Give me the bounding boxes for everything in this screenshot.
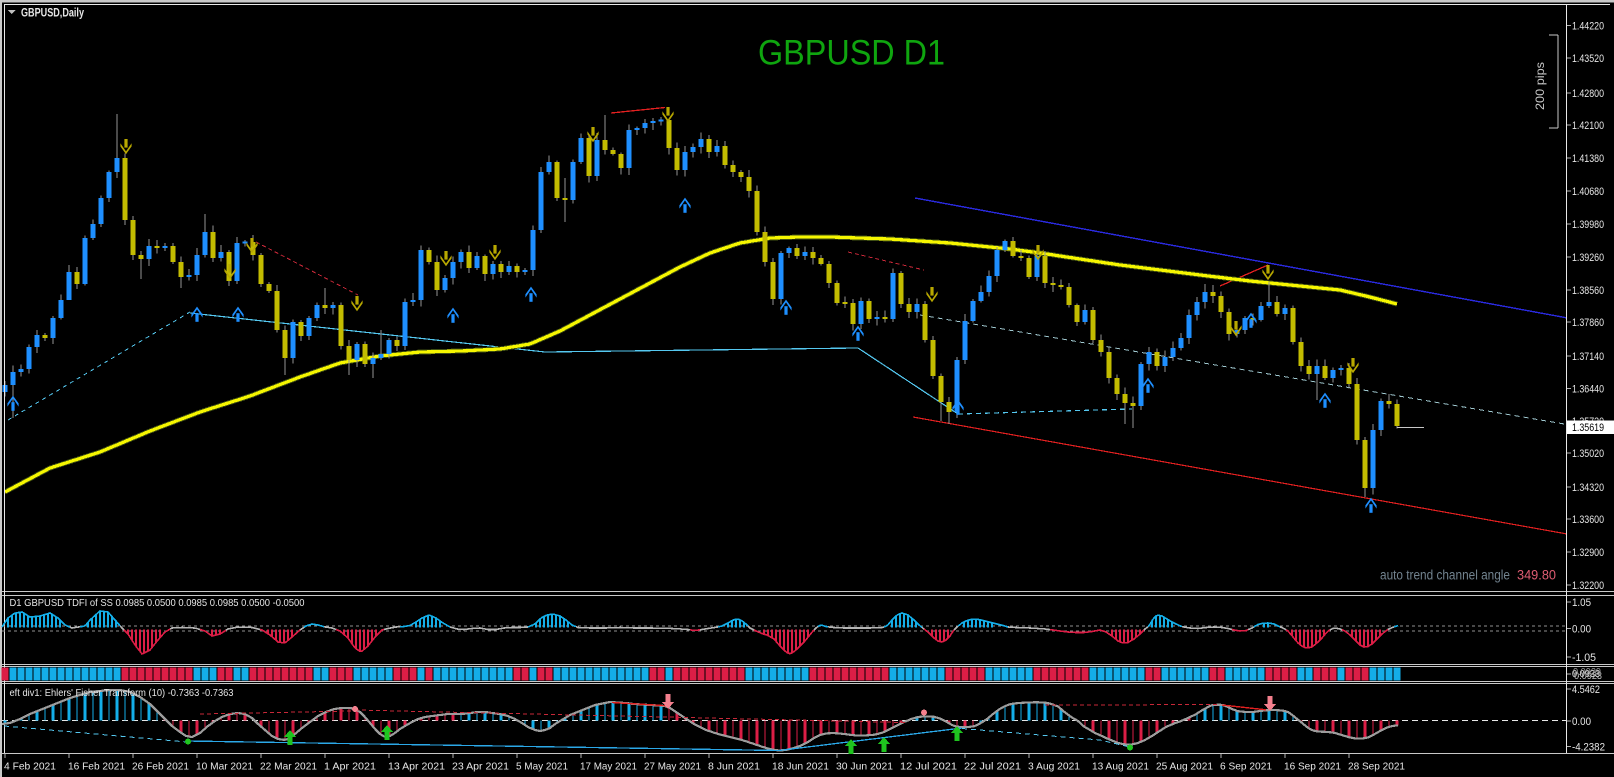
svg-text:18 Jun 2021: 18 Jun 2021 (772, 761, 829, 773)
svg-text:1.33600: 1.33600 (1572, 514, 1604, 526)
svg-text:349.80: 349.80 (1517, 568, 1556, 583)
svg-text:1.32200: 1.32200 (1572, 580, 1604, 592)
svg-text:1.42800: 1.42800 (1572, 88, 1604, 100)
svg-text:1.35619: 1.35619 (1572, 422, 1604, 434)
svg-text:22 Mar 2021: 22 Mar 2021 (260, 761, 317, 773)
svg-text:25 Aug 2021: 25 Aug 2021 (1156, 761, 1213, 773)
svg-text:0.00: 0.00 (1572, 716, 1591, 728)
svg-text:13 Apr 2021: 13 Apr 2021 (388, 761, 445, 773)
svg-text:1.40680: 1.40680 (1572, 186, 1604, 198)
svg-text:1.39260: 1.39260 (1572, 252, 1604, 264)
svg-text:1.37140: 1.37140 (1572, 351, 1604, 363)
svg-text:16 Sep 2021: 16 Sep 2021 (1284, 761, 1341, 773)
svg-text:auto trend channel angle: auto trend channel angle (1380, 568, 1510, 583)
svg-text:4 Feb 2021: 4 Feb 2021 (4, 761, 56, 773)
svg-text:5 May 2021: 5 May 2021 (516, 761, 568, 773)
svg-text:D1 GBPUSD TDFI of SS 0.0985 0.: D1 GBPUSD TDFI of SS 0.0985 0.0500 0.098… (10, 597, 305, 609)
svg-text:6 Sep 2021: 6 Sep 2021 (1220, 761, 1272, 773)
svg-text:8 Jun 2021: 8 Jun 2021 (708, 761, 760, 773)
svg-text:1.43520: 1.43520 (1572, 53, 1604, 65)
svg-text:16 Feb 2021: 16 Feb 2021 (68, 761, 125, 773)
svg-text:3 Aug 2021: 3 Aug 2021 (1028, 761, 1080, 773)
svg-text:1.36440: 1.36440 (1572, 384, 1604, 396)
svg-text:eft div1: Ehlers' Fisher Trans: eft div1: Ehlers' Fisher Transform (10) … (10, 687, 234, 699)
svg-text:30 Jun 2021: 30 Jun 2021 (836, 761, 893, 773)
svg-text:GBPUSD D1: GBPUSD D1 (758, 34, 945, 73)
svg-text:1.05: 1.05 (1572, 597, 1591, 609)
svg-text:1.38560: 1.38560 (1572, 285, 1604, 297)
svg-text:1.44220: 1.44220 (1572, 21, 1604, 33)
svg-text:1.34320: 1.34320 (1572, 482, 1604, 494)
svg-text:27 May 2021: 27 May 2021 (644, 761, 701, 773)
svg-text:1.37860: 1.37860 (1572, 317, 1604, 329)
svg-text:12 Jul 2021: 12 Jul 2021 (900, 761, 957, 773)
svg-text:13 Aug 2021: 13 Aug 2021 (1092, 761, 1149, 773)
svg-text:0.00: 0.00 (1572, 624, 1591, 636)
svg-text:26 Feb 2021: 26 Feb 2021 (132, 761, 189, 773)
svg-text:17 May 2021: 17 May 2021 (580, 761, 637, 773)
svg-text:1.39980: 1.39980 (1572, 219, 1604, 231)
svg-text:1.41380: 1.41380 (1572, 153, 1604, 165)
svg-text:1.35020: 1.35020 (1572, 448, 1604, 460)
svg-text:1 Apr 2021: 1 Apr 2021 (324, 761, 376, 773)
svg-text:GBPUSD,Daily: GBPUSD,Daily (21, 8, 84, 20)
svg-text:1.32900: 1.32900 (1572, 547, 1604, 559)
svg-text:200 pips: 200 pips (1533, 62, 1547, 110)
svg-text:1.42100: 1.42100 (1572, 120, 1604, 132)
svg-text:0.0923: 0.0923 (1574, 671, 1602, 682)
svg-text:4.5462: 4.5462 (1572, 684, 1600, 696)
svg-text:10 Mar 2021: 10 Mar 2021 (196, 761, 253, 773)
svg-text:22 Jul 2021: 22 Jul 2021 (964, 761, 1021, 773)
svg-text:0.0929: 0.0929 (1573, 667, 1601, 678)
svg-text:28 Sep 2021: 28 Sep 2021 (1348, 761, 1405, 773)
svg-text:23 Apr 2021: 23 Apr 2021 (452, 761, 509, 773)
svg-text:0.0933: 0.0933 (1572, 669, 1600, 680)
svg-text:-4.2382: -4.2382 (1572, 742, 1605, 754)
svg-text:-1.05: -1.05 (1572, 652, 1596, 664)
